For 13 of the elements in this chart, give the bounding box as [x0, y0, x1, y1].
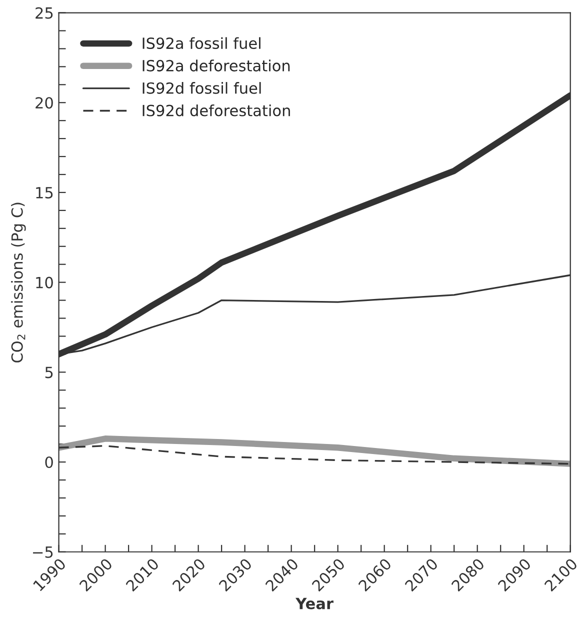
y-tick-label: 25: [36, 7, 53, 19]
y-tick-label: −5: [33, 546, 53, 558]
y-tick-label: 5: [45, 366, 53, 378]
y-tick-label: 10: [36, 276, 53, 288]
y-tick-label: 0: [45, 456, 53, 468]
y-axis-title: CO$_{2}$ emissions (Pg C): [11, 202, 26, 362]
legend-label: IS92d deforestation: [142, 104, 290, 116]
y-tick-label: 15: [36, 187, 53, 198]
legend-label: IS92a fossil fuel: [142, 37, 260, 50]
legend-label: IS92a deforestation: [142, 60, 290, 72]
x-axis-title: Year: [295, 598, 334, 610]
legend-label: IS92d fossil fuel: [142, 82, 261, 94]
y-tick-label: 20: [36, 97, 53, 109]
